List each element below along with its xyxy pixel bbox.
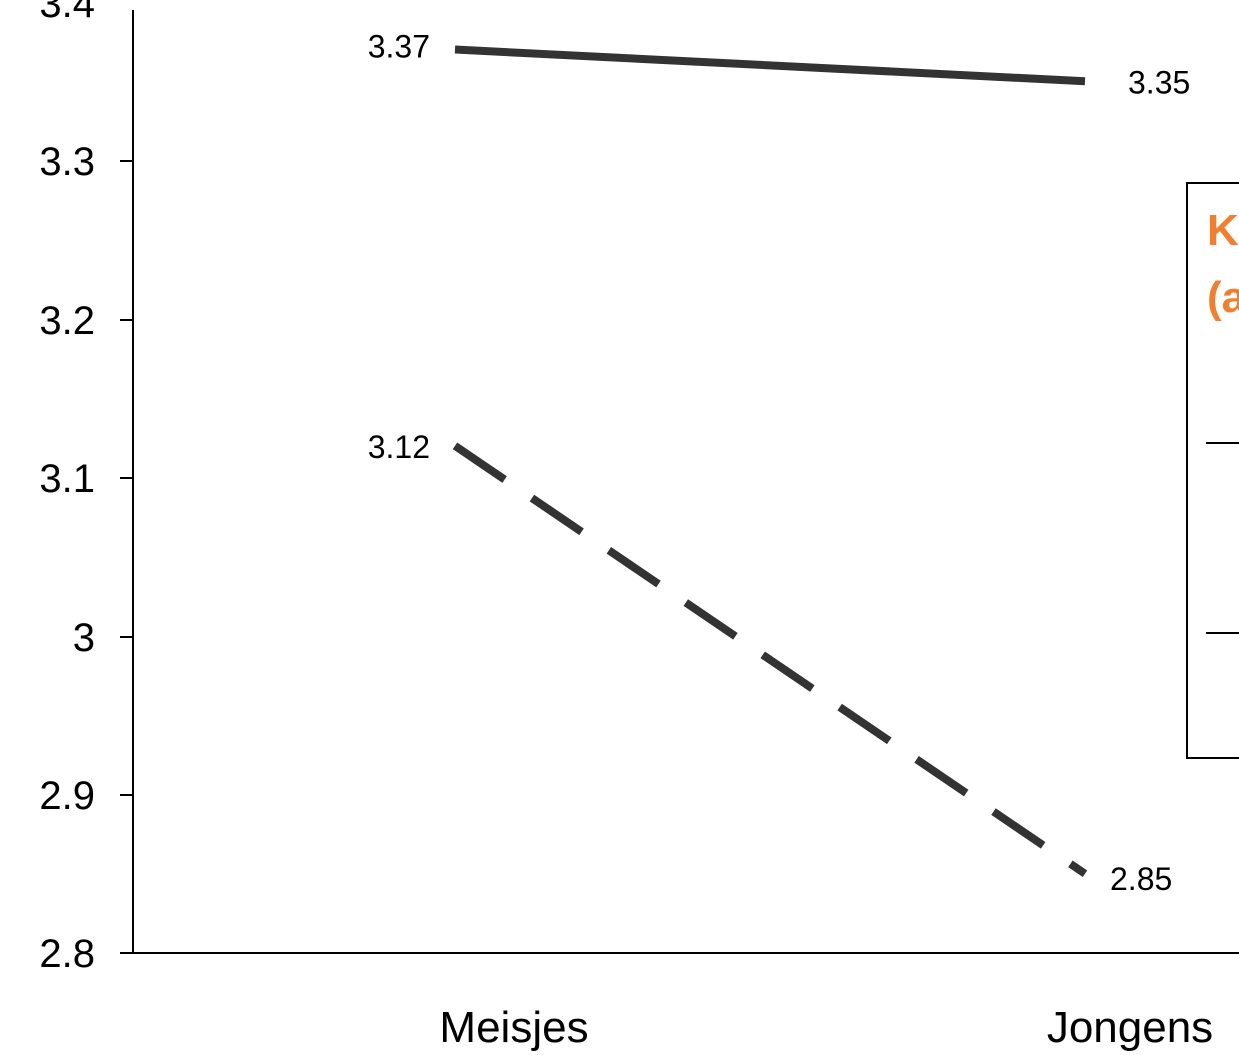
legend: K (a (1186, 182, 1239, 759)
y-tick-label: 3.2 (39, 299, 95, 343)
y-tick-label: 3.4 (39, 0, 95, 26)
series-line-dashed (452, 442, 1088, 878)
y-tick-labels: 2.8 2.9 3 3.1 3.2 3.3 3.4 (39, 0, 95, 976)
y-tick-label: 2.8 (39, 932, 95, 976)
legend-box (1186, 182, 1239, 759)
y-ticks (120, 160, 133, 954)
x-category-label: Jongens (1047, 1003, 1213, 1052)
legend-title-line: (a (1207, 273, 1239, 322)
x-category-label: Meisjes (439, 1003, 588, 1052)
data-label: 3.12 (368, 429, 430, 465)
legend-title-line: K (1207, 206, 1239, 255)
y-tick-label: 3.3 (39, 140, 95, 184)
data-label: 2.85 (1110, 861, 1172, 897)
data-label: 3.37 (368, 29, 430, 65)
y-tick-label: 3.1 (39, 457, 95, 501)
y-tick-label: 2.9 (39, 774, 95, 818)
y-tick-label: 3 (73, 616, 95, 660)
data-label: 3.35 (1128, 64, 1190, 100)
series-line-solid (454, 45, 1086, 86)
